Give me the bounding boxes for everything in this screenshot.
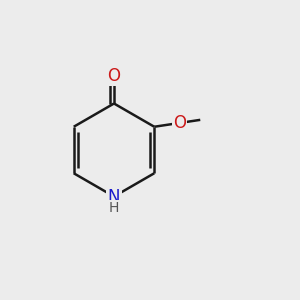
- Text: N: N: [108, 188, 120, 206]
- Text: H: H: [109, 201, 119, 215]
- Text: O: O: [107, 67, 121, 85]
- Text: O: O: [173, 114, 186, 132]
